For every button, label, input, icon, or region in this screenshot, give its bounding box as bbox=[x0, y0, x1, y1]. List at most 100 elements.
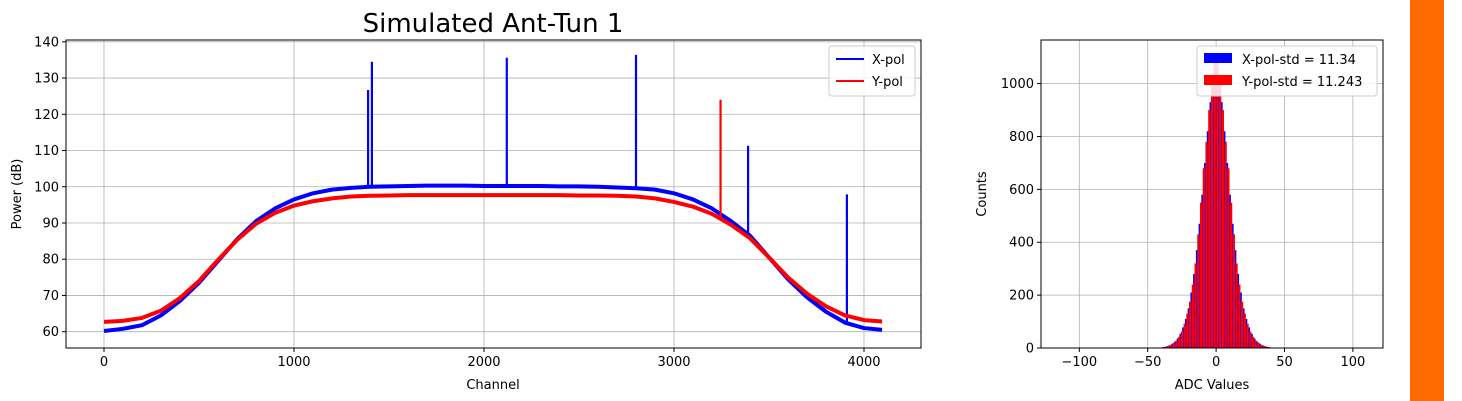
legend-label-x-pol: X-pol bbox=[872, 53, 905, 68]
x-tick-label: −100 bbox=[1061, 355, 1097, 370]
histogram-bar-x-pol-std bbox=[1234, 250, 1237, 348]
histogram-bar-x-pol-std bbox=[1250, 333, 1253, 348]
x-axis-ticks: 0 1000 2000 3000 4000 bbox=[100, 348, 881, 370]
histogram-bar-y-pol-std bbox=[1210, 83, 1214, 349]
x-tick-label: 100 bbox=[1340, 355, 1365, 370]
histogram-bar-x-pol-std bbox=[1217, 80, 1220, 348]
histogram-bar-x-pol-std bbox=[1182, 327, 1185, 348]
histogram-bar-y-pol-std bbox=[1265, 346, 1268, 348]
histogram-bar-y-pol-std bbox=[1208, 110, 1211, 348]
histogram-bar-y-pol-std bbox=[1186, 313, 1189, 348]
y-tick-label: 140 bbox=[34, 35, 59, 50]
x-axis-ticks: −100 −50 0 50 100 bbox=[1061, 348, 1365, 370]
histogram-bar-y-pol-std bbox=[1224, 141, 1227, 348]
y-tick-label: 600 bbox=[1009, 183, 1034, 198]
histogram-bar-y-pol-std bbox=[1189, 301, 1192, 348]
series-line-y-pol bbox=[103, 193, 883, 324]
y-tick-label: 1000 bbox=[1001, 77, 1034, 92]
histogram-bar-y-pol-std bbox=[1238, 284, 1241, 348]
histogram-bar-x-pol-std bbox=[1171, 343, 1174, 348]
y-tick-label: 120 bbox=[34, 108, 59, 123]
histogram-bar-x-pol-std bbox=[1168, 345, 1171, 348]
axes-frame bbox=[1040, 39, 1384, 349]
histogram-bar-x-pol-std bbox=[1190, 292, 1193, 348]
histogram-bar-x-pol-std bbox=[1193, 273, 1196, 348]
histogram-bar-y-pol-std bbox=[1194, 263, 1197, 348]
histogram-bar-x-pol-std bbox=[1187, 308, 1190, 348]
plot-area bbox=[1160, 62, 1272, 349]
histogram-bar-x-pol-std bbox=[1163, 346, 1166, 348]
histogram-bar-y-pol-std bbox=[1172, 342, 1175, 348]
legend-label-y-pol: Y-pol bbox=[871, 75, 903, 90]
y-tick-label: 70 bbox=[42, 289, 59, 304]
histogram-bar-y-pol-std bbox=[1241, 301, 1244, 348]
histogram-bar-x-pol-std bbox=[1165, 346, 1168, 348]
y-tick-label: 100 bbox=[34, 180, 59, 195]
histogram-bar-x-pol-std bbox=[1228, 194, 1231, 348]
y-tick-label: 400 bbox=[1009, 236, 1034, 251]
histogram-bar-y-pol-std bbox=[1219, 83, 1222, 349]
histogram-bar-x-pol-std bbox=[1204, 162, 1207, 348]
y-tick-label: 110 bbox=[34, 144, 59, 159]
y-tick-label: 200 bbox=[1009, 289, 1034, 304]
histogram-bar-y-pol-std bbox=[1216, 62, 1219, 348]
legend-label-x-pol-std: X-pol-std = 11.34 bbox=[1242, 53, 1356, 68]
histogram-bar-x-pol-std bbox=[1195, 250, 1199, 348]
x-tick-label: 4000 bbox=[847, 355, 880, 370]
histogram-bar-y-pol-std bbox=[1191, 284, 1194, 348]
histogram-bar-x-pol-std bbox=[1258, 343, 1261, 348]
histogram-bar-x-pol-std bbox=[1256, 341, 1259, 348]
histogram-bar-y-pol-std bbox=[1232, 234, 1235, 348]
histogram-bar-y-pol-std bbox=[1205, 141, 1208, 348]
histogram-bar-y-pol-std bbox=[1251, 336, 1255, 348]
histogram-bar-y-pol-std bbox=[1235, 263, 1238, 348]
adc-histogram-chart: −100 −50 0 50 100 0 200 400 600 800 1000 ADC Valu… bbox=[975, 39, 1384, 393]
histogram-bar-y-pol-std bbox=[1197, 234, 1200, 348]
histogram-bar-x-pol-std bbox=[1242, 308, 1245, 348]
histogram-bar-x-pol-std bbox=[1261, 345, 1264, 348]
histogram-bar-y-pol-std bbox=[1254, 340, 1257, 348]
power-spectrum-chart: Simulated Ant-Tun 1 0 1000 2000 3000 4000 60… bbox=[10, 9, 922, 393]
x-tick-label: 0 bbox=[100, 355, 108, 370]
histogram-bar-x-pol-std bbox=[1173, 341, 1177, 348]
y-tick-label: 80 bbox=[42, 253, 59, 268]
histogram-bar-y-pol-std bbox=[1213, 62, 1216, 348]
histogram-bar-y-pol-std bbox=[1183, 323, 1186, 348]
histogram-bar-x-pol-std bbox=[1245, 318, 1248, 348]
y-tick-label: 0 bbox=[1026, 342, 1034, 357]
histogram-bar-x-pol-std bbox=[1239, 292, 1242, 348]
histogram-bar-x-pol-std bbox=[1206, 131, 1209, 348]
grid bbox=[66, 40, 921, 348]
y-axis-ticks: 0 200 400 600 800 1000 bbox=[1001, 77, 1041, 357]
legend-label-y-pol-std: Y-pol-std = 11.243 bbox=[1241, 75, 1362, 90]
histogram-bar-x-pol-std bbox=[1231, 223, 1234, 348]
histogram-bar-x-pol-std bbox=[1253, 338, 1256, 348]
histogram-bar-x-pol-std bbox=[1247, 327, 1251, 348]
legend-swatch-x-pol-std bbox=[1204, 53, 1232, 63]
histogram-bar-y-pol-std bbox=[1227, 168, 1230, 348]
legend: X-pol Y-pol bbox=[828, 45, 916, 97]
x-axis-label: ADC Values bbox=[1175, 378, 1250, 393]
histogram-bar-x-pol-std bbox=[1176, 338, 1179, 348]
histogram-bar-x-pol-std bbox=[1201, 194, 1204, 348]
histogram-bar-x-pol-std bbox=[1198, 223, 1201, 348]
legend-swatch-y-pol-std bbox=[1204, 75, 1232, 85]
histogram-bar-x-pol-std bbox=[1220, 102, 1223, 348]
histogram-bar-y-pol-std bbox=[1169, 344, 1173, 348]
histogram-bar-y-pol-std bbox=[1246, 323, 1249, 348]
histogram-bar-x-pol-std bbox=[1179, 333, 1182, 348]
y-axis-ticks: 60 70 80 90 100 110 120 130 140 bbox=[34, 35, 66, 340]
histogram-bar-y-pol-std bbox=[1199, 202, 1203, 348]
histogram-bar-x-pol-std bbox=[1184, 318, 1188, 348]
histogram-bar-x-pol-std bbox=[1223, 131, 1226, 348]
legend-box bbox=[1196, 45, 1378, 97]
histogram-bar-x-pol-std bbox=[1215, 67, 1218, 348]
histogram-bar-y-pol-std bbox=[1175, 340, 1178, 348]
histogram-bar-y-pol-std bbox=[1249, 331, 1252, 348]
histogram-bar-x-pol-std bbox=[1266, 346, 1270, 348]
figure: Simulated Ant-Tun 1 0 1000 2000 3000 4000 60… bbox=[10, 9, 1384, 393]
histogram-bar-y-pol-std bbox=[1262, 345, 1266, 348]
legend: X-pol-std = 11.34 Y-pol-std = 11.243 bbox=[1196, 45, 1378, 97]
y-tick-label: 130 bbox=[34, 72, 59, 87]
axes-frame bbox=[65, 39, 922, 349]
